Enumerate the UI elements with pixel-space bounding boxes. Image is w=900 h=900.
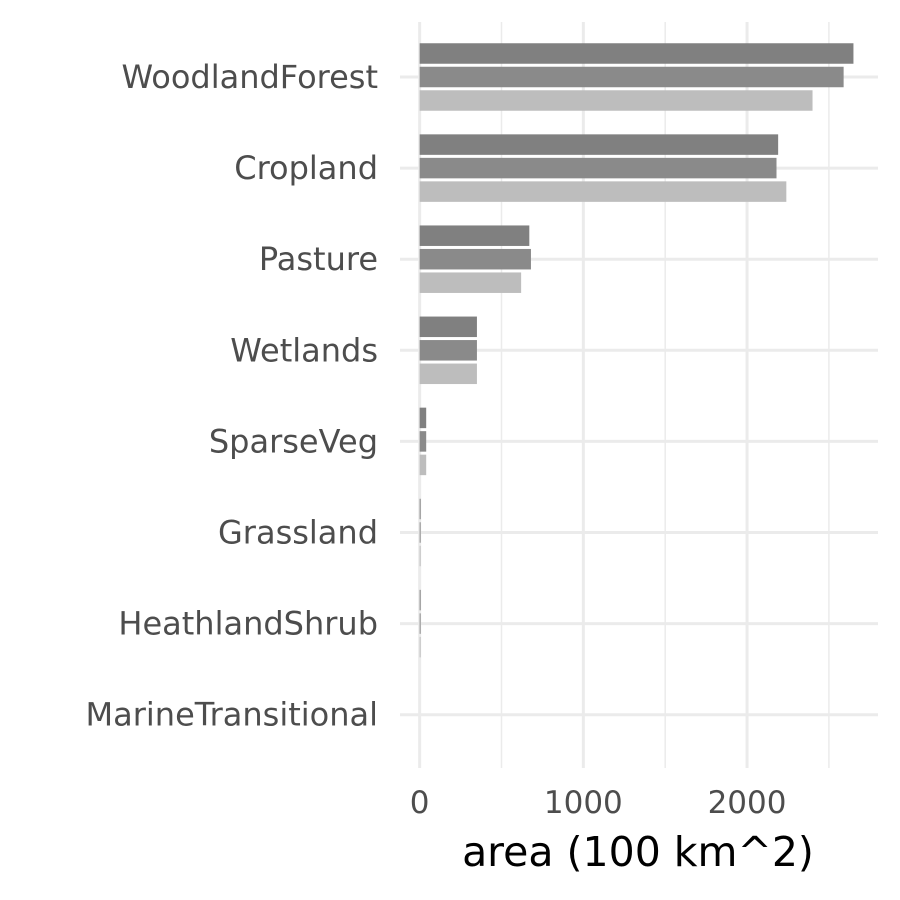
bar: [419, 90, 813, 111]
bar: [419, 454, 427, 476]
bar: [419, 407, 427, 429]
bar: [419, 589, 421, 611]
bar: [419, 157, 777, 179]
y-tick-label: SparseVeg: [209, 422, 378, 460]
x-tick-label: 1000: [544, 785, 623, 821]
bar: [419, 272, 522, 293]
bar: [419, 340, 477, 361]
bar: [419, 248, 531, 270]
x-tick-label: 2000: [708, 785, 787, 821]
bar: [419, 225, 530, 246]
y-tick-label: WoodlandForest: [121, 58, 378, 96]
bars: [419, 43, 854, 658]
bar: [419, 545, 421, 567]
y-tick-label: Pasture: [259, 240, 378, 278]
bar: [419, 636, 421, 658]
bar: [419, 431, 427, 452]
y-tick-label: HeathlandShrub: [118, 605, 378, 643]
bar: [419, 613, 421, 634]
x-axis-title: area (100 km^2): [462, 828, 814, 876]
y-tick-label: Grassland: [218, 514, 378, 552]
x-axis-tick-labels: 0 1000 2000: [410, 785, 787, 821]
bar: [419, 522, 421, 543]
bar: [419, 134, 779, 155]
y-axis-category-labels: WoodlandForest Cropland Pasture Wetlands Spa…: [86, 58, 378, 734]
y-tick-label: Cropland: [234, 149, 378, 187]
grid: [400, 22, 878, 768]
y-tick-label: Wetlands: [230, 331, 378, 369]
x-tick-label: 0: [410, 785, 430, 821]
y-tick-label: MarineTransitional: [86, 696, 378, 734]
bar: [419, 316, 477, 338]
bar: [419, 181, 787, 202]
bar: [419, 66, 844, 88]
bar: [419, 43, 854, 64]
bar: [419, 498, 421, 520]
bar: [419, 363, 477, 385]
